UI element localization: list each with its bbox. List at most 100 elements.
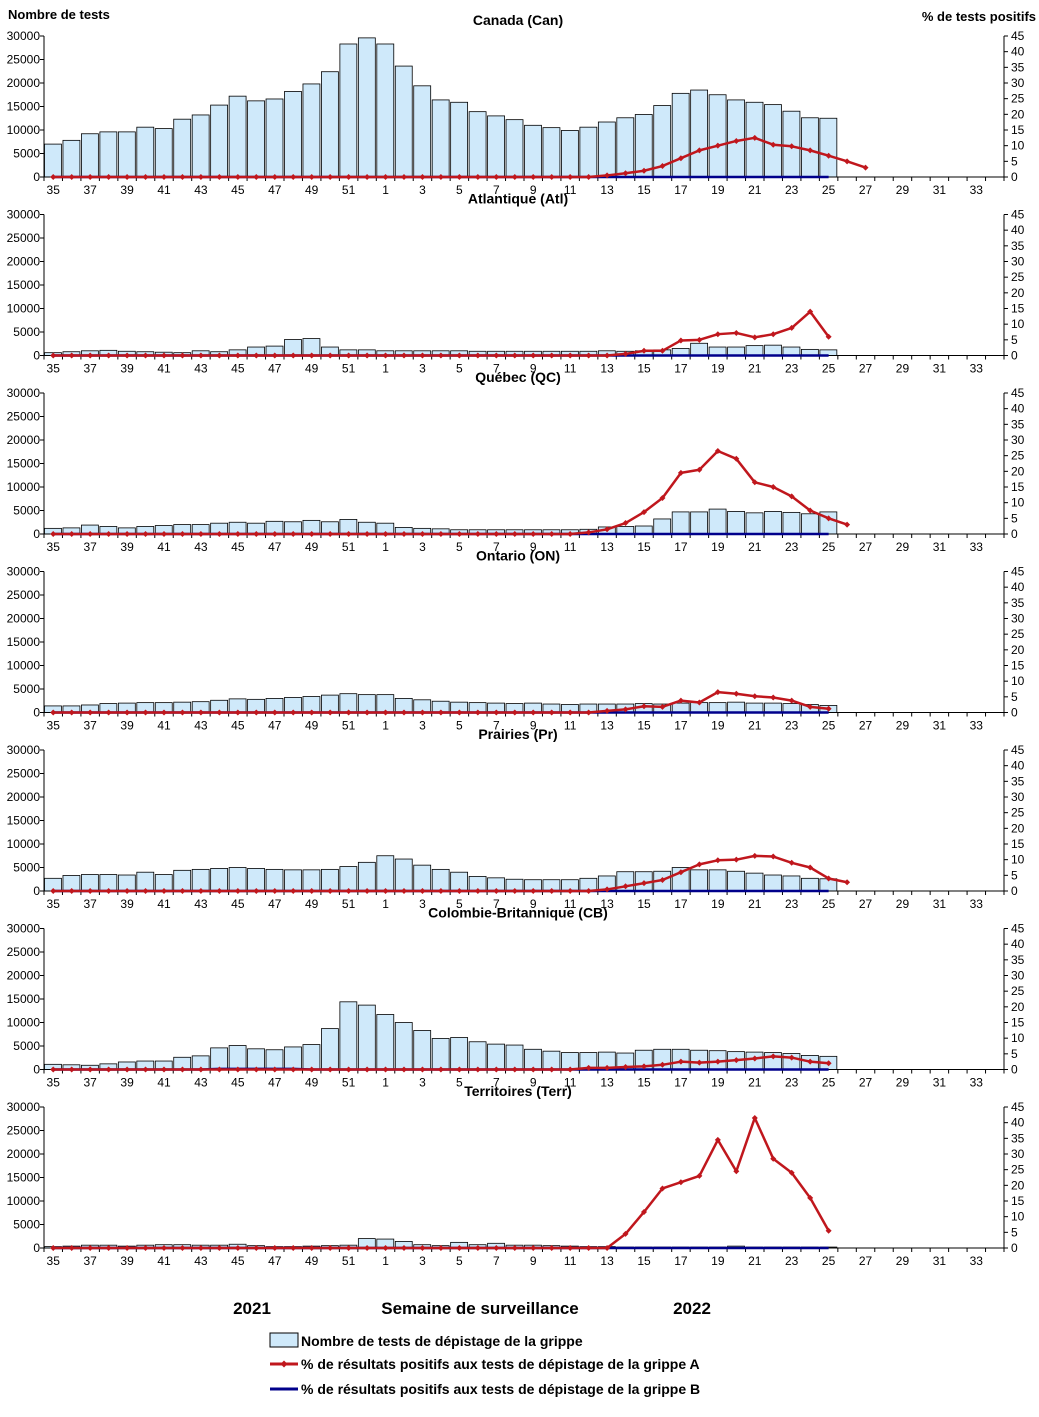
- x-tick-label: 7: [493, 897, 500, 911]
- x-tick-label: 19: [711, 719, 725, 733]
- flu-a-point: [308, 174, 315, 180]
- panel-title: Ontario (ON): [476, 548, 560, 564]
- flu-a-point: [622, 350, 629, 357]
- x-tick-label: 11: [564, 183, 577, 197]
- flu-a-point: [751, 479, 758, 486]
- x-tick-label: 43: [194, 540, 208, 554]
- legend-flu-b-label: % de résultats positifs aux tests de dép…: [301, 1381, 700, 1397]
- x-tick-label: 51: [342, 1254, 356, 1268]
- flu-a-point: [234, 709, 241, 716]
- flu-a-point: [124, 352, 131, 359]
- flu-a-point: [696, 336, 703, 343]
- test-count-bar: [376, 43, 395, 178]
- flu-a-point: [862, 164, 869, 171]
- flu-a-point: [345, 174, 352, 180]
- test-count-bar: [265, 98, 284, 178]
- flu-a-point: [87, 1066, 94, 1073]
- test-count-bar: [801, 877, 819, 892]
- flu-a-point: [677, 1179, 684, 1186]
- x-tick-label: 33: [970, 183, 984, 197]
- test-count-bar: [468, 111, 487, 178]
- x-tick-label: 35: [47, 719, 61, 733]
- test-count-bar: [284, 91, 302, 178]
- flu-a-point: [142, 888, 149, 894]
- flu-a-point: [234, 1066, 241, 1073]
- flu-a-point: [161, 1245, 167, 1251]
- x-tick-label: 11: [564, 1076, 577, 1090]
- flu-a-point: [641, 1063, 647, 1070]
- x-tick-label: 7: [493, 183, 500, 197]
- flu-a-point: [271, 1066, 278, 1073]
- flu-a-point: [751, 334, 758, 341]
- flu-a-point: [714, 857, 721, 864]
- x-tick-label: 45: [231, 1076, 245, 1090]
- flu-a-point: [751, 852, 758, 859]
- x-tick-label: 51: [342, 362, 356, 376]
- right-tick-label: 40: [1011, 402, 1025, 416]
- flu-a-point: [567, 888, 574, 894]
- flu-a-point: [696, 1059, 703, 1066]
- x-tick-label: 9: [530, 719, 537, 733]
- test-count-bar: [708, 702, 727, 713]
- x-tick-label: 3: [419, 1076, 426, 1090]
- x-tick-label: 17: [674, 540, 688, 554]
- flu-a-point: [124, 888, 131, 894]
- flu-a-point: [714, 331, 721, 338]
- test-count-bar: [468, 1041, 487, 1070]
- flu-a-point: [733, 329, 740, 336]
- flu-a-point: [677, 469, 684, 476]
- test-count-bar: [413, 864, 432, 892]
- x-tick-label: 31: [933, 897, 947, 911]
- right-tick-label: 15: [1011, 123, 1025, 137]
- flu-a-point: [290, 709, 297, 716]
- flu-a-point: [364, 709, 371, 716]
- flu-a-point: [530, 709, 537, 716]
- test-count-bar: [357, 1004, 376, 1070]
- left-tick-label: 10000: [7, 1016, 41, 1030]
- flu-a-point: [124, 709, 131, 716]
- right-tick-label: 30: [1011, 1147, 1025, 1161]
- legend-bars-label: Nombre de tests de dépistage de la gripp…: [301, 1333, 583, 1349]
- flu-a-point: [585, 888, 592, 894]
- x-tick-label: 31: [933, 540, 947, 554]
- flu-a-point: [142, 709, 149, 716]
- x-tick-label: 13: [600, 362, 614, 376]
- test-count-bar: [579, 126, 598, 178]
- x-tick-label: 29: [896, 183, 910, 197]
- flu-a-point: [437, 174, 444, 180]
- flu-a-point: [105, 531, 112, 537]
- test-count-bar: [302, 83, 321, 178]
- flu-a-point: [770, 1053, 777, 1060]
- right-tick-label: 20: [1011, 1178, 1025, 1192]
- flu-a-point: [197, 1066, 204, 1073]
- flu-a-point: [142, 352, 149, 359]
- x-tick-label: 29: [896, 362, 910, 376]
- flu-a-point: [87, 352, 94, 359]
- flu-a-point: [105, 888, 112, 894]
- panel-5: Prairies (Pr)050001000015000200002500030…: [7, 726, 1025, 911]
- flu-a-point: [68, 1066, 75, 1073]
- x-tick-label: 1: [382, 719, 389, 733]
- flu-a-point: [401, 1245, 407, 1251]
- test-count-bar: [671, 92, 690, 178]
- flu-a-point: [770, 331, 777, 338]
- flu-a-point: [68, 174, 75, 180]
- flu-a-point: [807, 147, 814, 154]
- left-tick-label: 25000: [7, 1124, 41, 1138]
- x-tick-label: 43: [194, 362, 208, 376]
- x-tick-label: 5: [456, 719, 463, 733]
- left-tick-label: 15000: [7, 457, 41, 471]
- panel-title: Canada (Can): [473, 12, 563, 28]
- x-tick-label: 25: [822, 1254, 836, 1268]
- year-2022-label: 2022: [673, 1299, 711, 1318]
- x-tick-label: 45: [231, 897, 245, 911]
- x-tick-label: 9: [530, 540, 537, 554]
- flu-a-point: [179, 1066, 186, 1073]
- flu-a-point: [474, 1245, 481, 1251]
- flu-a-point: [567, 709, 574, 716]
- right-tick-label: 0: [1011, 1241, 1018, 1255]
- flu-a-point: [419, 709, 426, 716]
- x-tick-label: 37: [83, 1254, 97, 1268]
- flu-a-point: [345, 1066, 352, 1073]
- flu-a-point: [216, 352, 223, 359]
